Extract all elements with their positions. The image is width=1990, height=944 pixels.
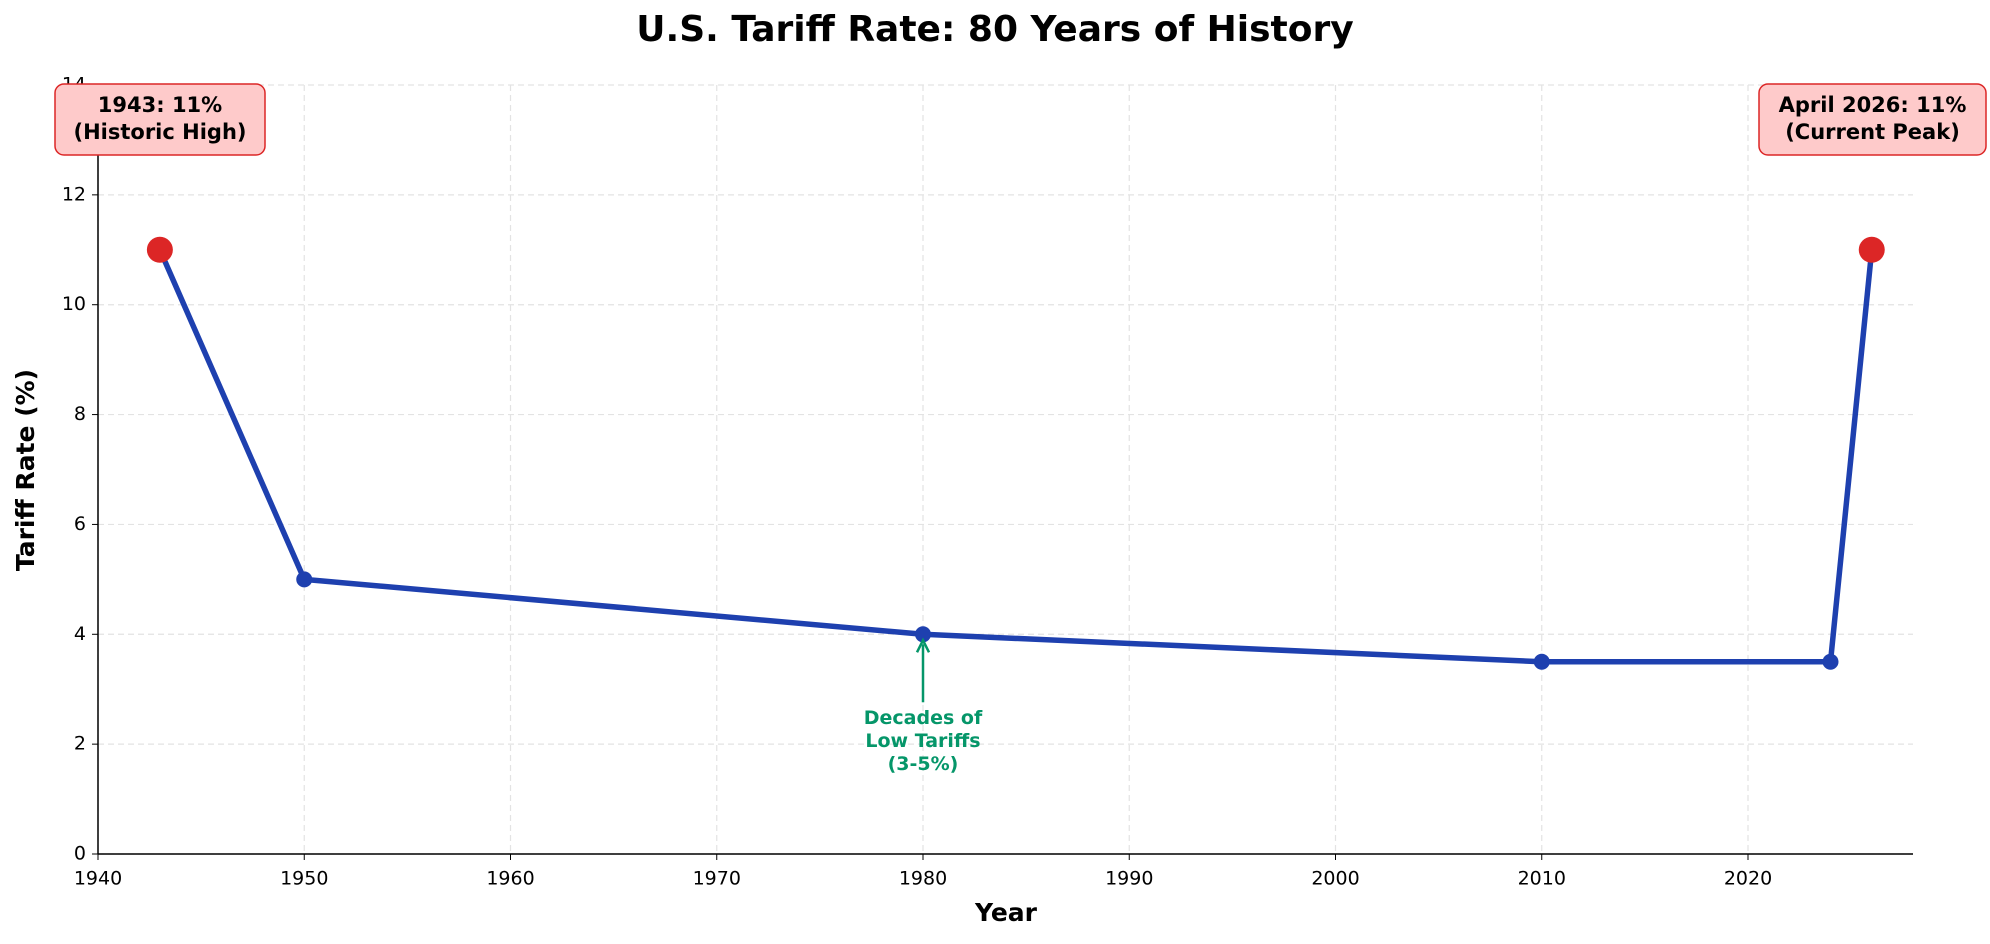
data-point [296,571,313,588]
data-point [1533,653,1550,670]
y-tick-label: 2 [74,733,86,755]
y-tick-label: 6 [74,513,86,535]
y-tick-label: 10 [62,293,86,315]
highlight-point [1858,236,1885,263]
annotation-text: (Current Peak) [1785,120,1960,144]
x-tick-label: 1950 [280,868,328,890]
annotation-box [54,83,266,156]
annotation-text: April 2026: 11% [1779,93,1967,117]
data-point [915,626,931,643]
y-tick-label: 0 [74,843,86,865]
chart-title: U.S. Tariff Rate: 80 Years of History [636,9,1353,50]
annotation-arrowhead [915,637,931,653]
annotation-text: (3-5%) [888,753,959,775]
x-tick-label: 1980 [899,868,947,890]
annotation-text: 1943: 11% [98,93,222,117]
annotation-text: Low Tariffs [865,730,980,752]
x-tick-label: 1970 [693,868,741,890]
annotation-text: (Historic High) [73,120,246,144]
y-tick-label: 4 [74,623,86,645]
data-point [1822,653,1839,670]
annotation-text: Decades of [864,707,983,729]
x-tick-label: 1990 [1105,868,1153,890]
y-tick-label: 12 [62,183,86,205]
series-line [157,248,1875,665]
x-tick-label: 1960 [486,868,534,890]
y-axis-label: Tariff Rate (%) [11,369,40,571]
annotation-box [1758,83,1987,156]
y-tick-label: 8 [74,403,86,425]
highlight-point [146,236,173,263]
x-tick-label: 2000 [1311,868,1359,890]
x-axis-label: Year [974,898,1038,927]
x-tick-label: 1940 [74,868,122,890]
x-tick-label: 2020 [1724,868,1772,890]
x-tick-label: 2010 [1518,868,1566,890]
